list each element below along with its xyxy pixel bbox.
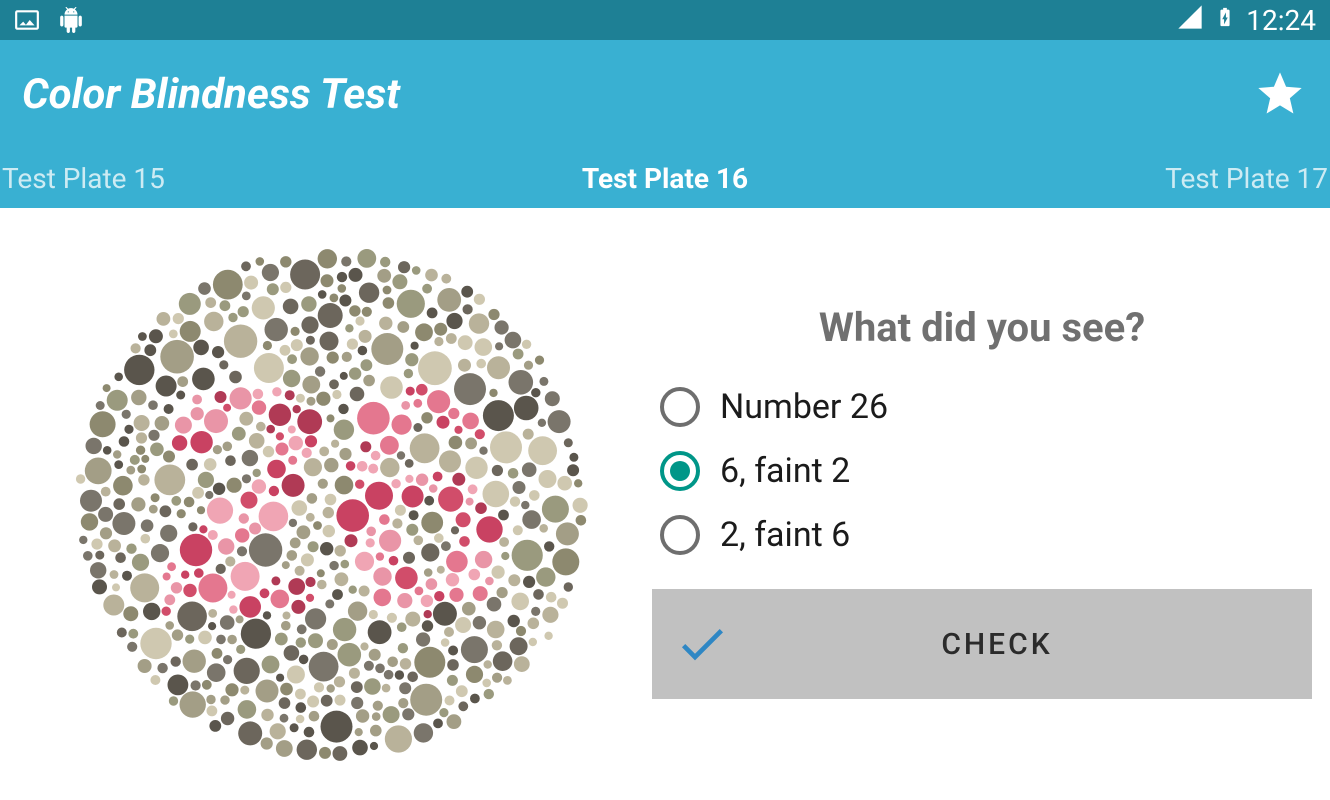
content-area: What did you see? Number 26 6, faint 2 2, … [0,208,1330,764]
radio-icon [660,387,700,427]
option-label: 6, faint 2 [720,451,850,491]
status-time: 12:24 [1246,4,1316,37]
tab-current[interactable]: Test Plate 16 [582,162,748,195]
option-label: 2, faint 6 [720,515,850,555]
tab-next[interactable]: Test Plate 17 [1165,162,1330,195]
check-icon [662,616,742,672]
star-icon [1254,68,1306,120]
status-bar: 12:24 [0,0,1330,40]
option-1[interactable]: 6, faint 2 [660,451,1312,491]
question-text: What did you see? [652,304,1312,351]
option-2[interactable]: 2, faint 6 [660,515,1312,555]
option-0[interactable]: Number 26 [660,387,1312,427]
check-button-label: CHECK [742,627,1312,662]
radio-icon [660,451,700,491]
tab-prev[interactable]: Test Plate 15 [0,162,165,195]
options-list: Number 26 6, faint 2 2, faint 6 [652,387,1312,555]
android-icon [58,7,84,33]
app-title: Color Blindness Test [22,70,400,119]
quiz-panel: What did you see? Number 26 6, faint 2 2, … [652,244,1322,764]
check-button[interactable]: CHECK [652,589,1312,699]
ishihara-plate [72,244,592,764]
favorite-button[interactable] [1252,66,1308,122]
app-bar: Color Blindness Test [0,40,1330,148]
radio-icon [660,515,700,555]
option-label: Number 26 [720,387,888,427]
ishihara-plate-svg [72,244,592,764]
tab-row: Test Plate 15 Test Plate 16 Test Plate 1… [0,148,1330,208]
battery-charging-icon [1214,3,1236,38]
signal-icon [1176,3,1204,38]
gallery-icon [14,7,40,33]
